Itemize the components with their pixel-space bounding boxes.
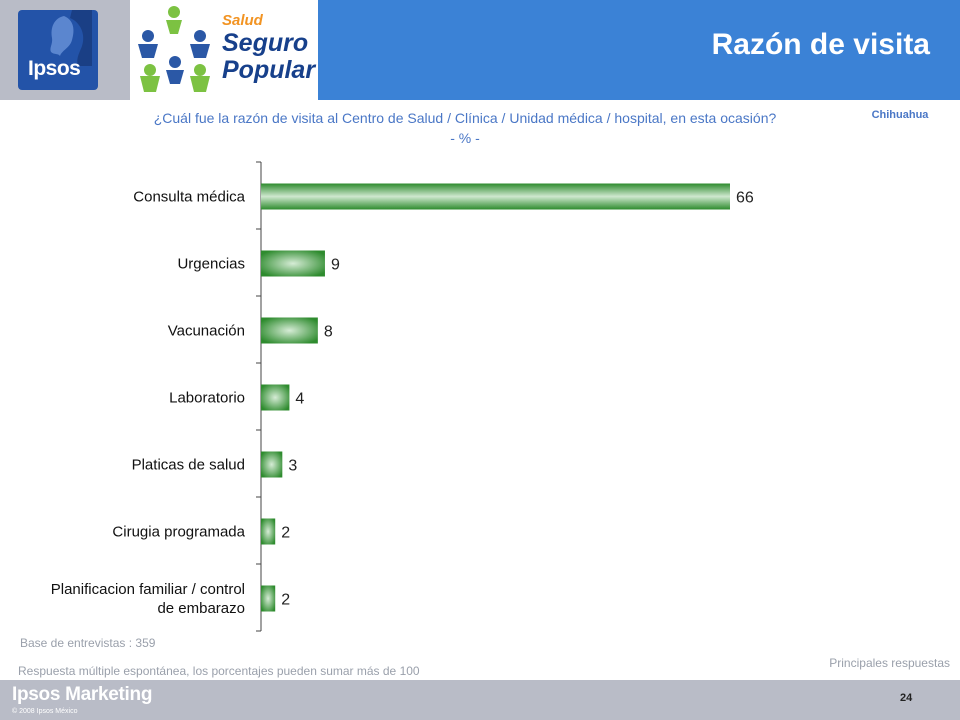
data-label: 8 <box>324 324 333 341</box>
data-label: 4 <box>295 391 304 408</box>
footer-copyright: © 2008 Ipsos México <box>12 708 78 715</box>
category-label: Urgencias <box>177 256 245 273</box>
bar <box>261 451 283 478</box>
seguro-popular-logo: Salud Seguro Popular <box>130 0 318 100</box>
base-note: Base de entrevistas : 359 <box>20 636 156 650</box>
footer-brand: Ipsos Marketing <box>12 684 153 705</box>
header-band: Ipsos Salud Seguro Popular Razón de visi… <box>0 0 960 100</box>
footer-band: Ipsos Marketing © 2008 Ipsos México 24 <box>0 680 960 720</box>
bar <box>261 317 318 344</box>
category-label: Consulta médica <box>133 189 245 206</box>
multiple-response-note: Respuesta múltiple espontánea, los porce… <box>18 664 420 678</box>
bar <box>261 250 325 277</box>
logo-seguro-text: Seguro <box>222 29 309 57</box>
page-title: Razón de visita <box>711 28 930 61</box>
data-label: 2 <box>281 592 290 609</box>
header-logo-panel <box>130 0 318 100</box>
bar-chart: 66 Consulta médica 9 Urgencias 8 Vacunación 4 L… <box>51 161 754 632</box>
header-title-panel <box>318 0 960 100</box>
ipsos-logo: Ipsos <box>18 10 98 90</box>
ipsos-logo-text: Ipsos <box>28 57 81 80</box>
question-unit: - % - <box>450 130 480 146</box>
logo-popular-text: Popular <box>222 56 316 84</box>
category-label: Vacunación <box>168 323 245 340</box>
people-figures-icon <box>138 6 210 92</box>
ipsos-face-icon <box>50 10 92 66</box>
category-label: Planificacion familiar / control de embar… <box>51 581 245 617</box>
data-label: 9 <box>331 257 340 274</box>
category-label: Laboratorio <box>169 390 245 407</box>
region-label: Chihuahua <box>871 109 929 121</box>
bar <box>261 585 276 612</box>
bar <box>261 518 276 545</box>
category-label: Cirugia programada <box>112 524 245 541</box>
bar <box>261 183 730 210</box>
data-label: 66 <box>736 190 754 207</box>
logo-salud-text: Salud <box>222 12 263 29</box>
survey-question: ¿Cuál fue la razón de visita al Centro d… <box>90 108 840 148</box>
principales-note: Principales respuestas <box>829 656 950 670</box>
bar <box>261 384 290 411</box>
question-text: ¿Cuál fue la razón de visita al Centro d… <box>153 110 777 126</box>
data-label: 2 <box>281 525 290 542</box>
data-label: 3 <box>288 458 297 475</box>
page-number: 24 <box>900 692 913 704</box>
category-label: Platicas de salud <box>132 457 245 474</box>
